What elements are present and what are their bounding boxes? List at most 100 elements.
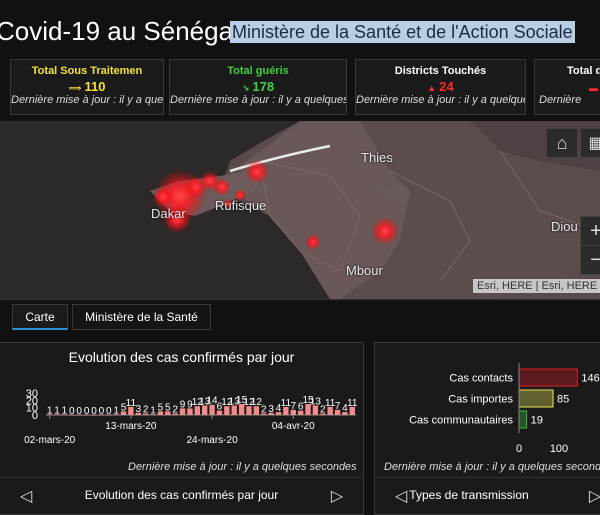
chart-bar[interactable] — [216, 410, 223, 415]
bar-value-label: 0 — [76, 406, 82, 417]
case-marker[interactable] — [163, 205, 191, 233]
home-button[interactable]: ⌂ — [546, 128, 578, 158]
card-districts[interactable]: Districts Touchés ▲ 24 Dernière mise à jo… — [355, 59, 526, 115]
chart-bar[interactable] — [76, 415, 82, 416]
transmission-chart[interactable]: Cas contacts 146 Cas importes 85 Cas communa… — [375, 357, 600, 467]
case-marker[interactable] — [245, 160, 269, 184]
map-canvas — [0, 121, 600, 299]
chart-bar[interactable] — [224, 406, 230, 415]
tab-ministere[interactable]: Ministère de la Santé — [72, 304, 211, 330]
card-value: ↘ 178 — [170, 79, 346, 94]
chart-bar[interactable] — [275, 412, 282, 415]
map-label-thies-region: THIES — [377, 188, 412, 199]
chart-bar[interactable] — [342, 412, 348, 415]
x-tick-label: 02-mars-20 — [24, 435, 76, 446]
chart-bar[interactable] — [179, 408, 186, 415]
map-label-diourbel: Diou — [551, 219, 578, 234]
chart-bar[interactable] — [165, 411, 171, 415]
case-marker[interactable] — [234, 189, 246, 201]
tab-carte[interactable]: Carte — [12, 304, 68, 330]
bar-value-label: 14 — [207, 396, 219, 407]
case-marker[interactable] — [223, 199, 233, 209]
chart-bar[interactable] — [297, 410, 304, 415]
district-border — [259, 160, 361, 272]
card-under-treatment[interactable]: Total Sous Traitemen ⟹ 110 Dernière mise … — [10, 59, 164, 115]
card-total-partial[interactable]: Total d ▬ Dernière — [534, 59, 600, 115]
card-value: ▲ 24 — [356, 79, 525, 94]
chart-bar[interactable] — [128, 406, 134, 415]
transmission-bar[interactable] — [518, 410, 528, 429]
chart-bar[interactable] — [246, 406, 252, 415]
card-value: ⟹ 110 — [11, 79, 163, 94]
chart-bar[interactable] — [69, 415, 75, 416]
chart-bar[interactable] — [61, 414, 68, 415]
case-marker[interactable] — [213, 178, 231, 196]
map-view[interactable]: Dakar Rufisque Thies THIES DAKAR Mbour D… — [0, 121, 600, 299]
transmission-bar[interactable] — [518, 389, 554, 408]
chart-bar[interactable] — [312, 405, 319, 415]
chart-bar[interactable] — [290, 409, 296, 415]
zoom-in-button[interactable]: + — [580, 216, 600, 246]
map-label-rufisque: Rufisque — [215, 198, 267, 213]
case-marker-thies[interactable] — [371, 217, 399, 245]
chart-bar[interactable] — [91, 415, 97, 416]
chart-bar[interactable] — [157, 411, 164, 415]
y-tick-label: 10 — [26, 403, 38, 415]
basemap-button[interactable]: ▦ — [580, 128, 600, 158]
card-footer: Dernière mise à jour : il y a quelques — [356, 94, 526, 106]
chart-bar[interactable] — [334, 409, 341, 415]
chart-bar[interactable] — [98, 415, 105, 416]
card-value-number: 178 — [252, 79, 275, 94]
bar-value-label: 15 — [236, 395, 248, 406]
chart-bar[interactable] — [253, 406, 260, 415]
chart-bar[interactable] — [194, 406, 200, 415]
chart-bar[interactable] — [172, 413, 178, 415]
bar-value-label: 5 — [121, 402, 127, 413]
card-footer: Dernière mise à jour : il y a quelques — [170, 94, 347, 106]
chart-bar[interactable] — [142, 413, 149, 415]
chart-bar[interactable] — [231, 405, 237, 415]
chart-bar[interactable] — [120, 411, 127, 415]
zoom-out-button[interactable]: − — [580, 245, 600, 275]
chart-bar[interactable] — [106, 415, 112, 416]
bar-value-label: 0 — [84, 406, 90, 417]
chart-bar[interactable] — [268, 412, 274, 415]
previous-icon[interactable]: ◁ — [394, 488, 408, 505]
tab-bar: Carte Ministère de la Santé — [0, 299, 600, 332]
chart-bar[interactable] — [305, 404, 311, 415]
chart-bar[interactable] — [349, 406, 355, 415]
next-icon[interactable]: ▷ — [330, 488, 344, 505]
panel-footer: Dernière mise à jour : il y a quelques s… — [384, 461, 600, 473]
bar-value-label: 3 — [268, 404, 274, 415]
district-icon: ▲ — [427, 83, 437, 93]
region-thies — [340, 121, 600, 299]
chart-bar[interactable] — [202, 405, 208, 415]
chart-bar[interactable] — [135, 412, 141, 415]
bar-value-label: 9 — [180, 399, 186, 410]
next-icon[interactable]: ▷ — [588, 488, 600, 505]
chart-bar[interactable] — [283, 406, 289, 415]
card-recovered[interactable]: Total guéris ↘ 178 Dernière mise à jour :… — [169, 59, 347, 115]
chart-bar[interactable] — [113, 414, 119, 415]
chart-bar[interactable] — [209, 404, 215, 415]
chart-bar[interactable] — [47, 414, 53, 415]
chart-bar[interactable] — [320, 413, 326, 415]
case-marker[interactable] — [153, 187, 173, 207]
card-title: Districts Touchés — [394, 65, 487, 77]
chart-bar[interactable] — [187, 408, 193, 415]
previous-icon[interactable]: ◁ — [19, 488, 33, 505]
chart-bar[interactable] — [327, 406, 333, 415]
card-title: Total guéris — [227, 65, 289, 77]
chart-bar[interactable] — [261, 413, 267, 415]
case-marker-mbour[interactable] — [305, 234, 321, 250]
map-label-dakar: Dakar — [151, 206, 186, 221]
chart-bar[interactable] — [238, 404, 245, 415]
transmission-bar[interactable] — [518, 368, 578, 387]
map-attribution[interactable]: Esri, HERE | Esri, HERE — [473, 279, 600, 293]
bar-value-label: 146 — [581, 373, 599, 385]
chart-bar[interactable] — [150, 414, 156, 415]
bar-value-label: 6 — [217, 402, 223, 413]
chart-bar[interactable] — [54, 414, 60, 415]
chart-bar[interactable] — [83, 415, 90, 416]
